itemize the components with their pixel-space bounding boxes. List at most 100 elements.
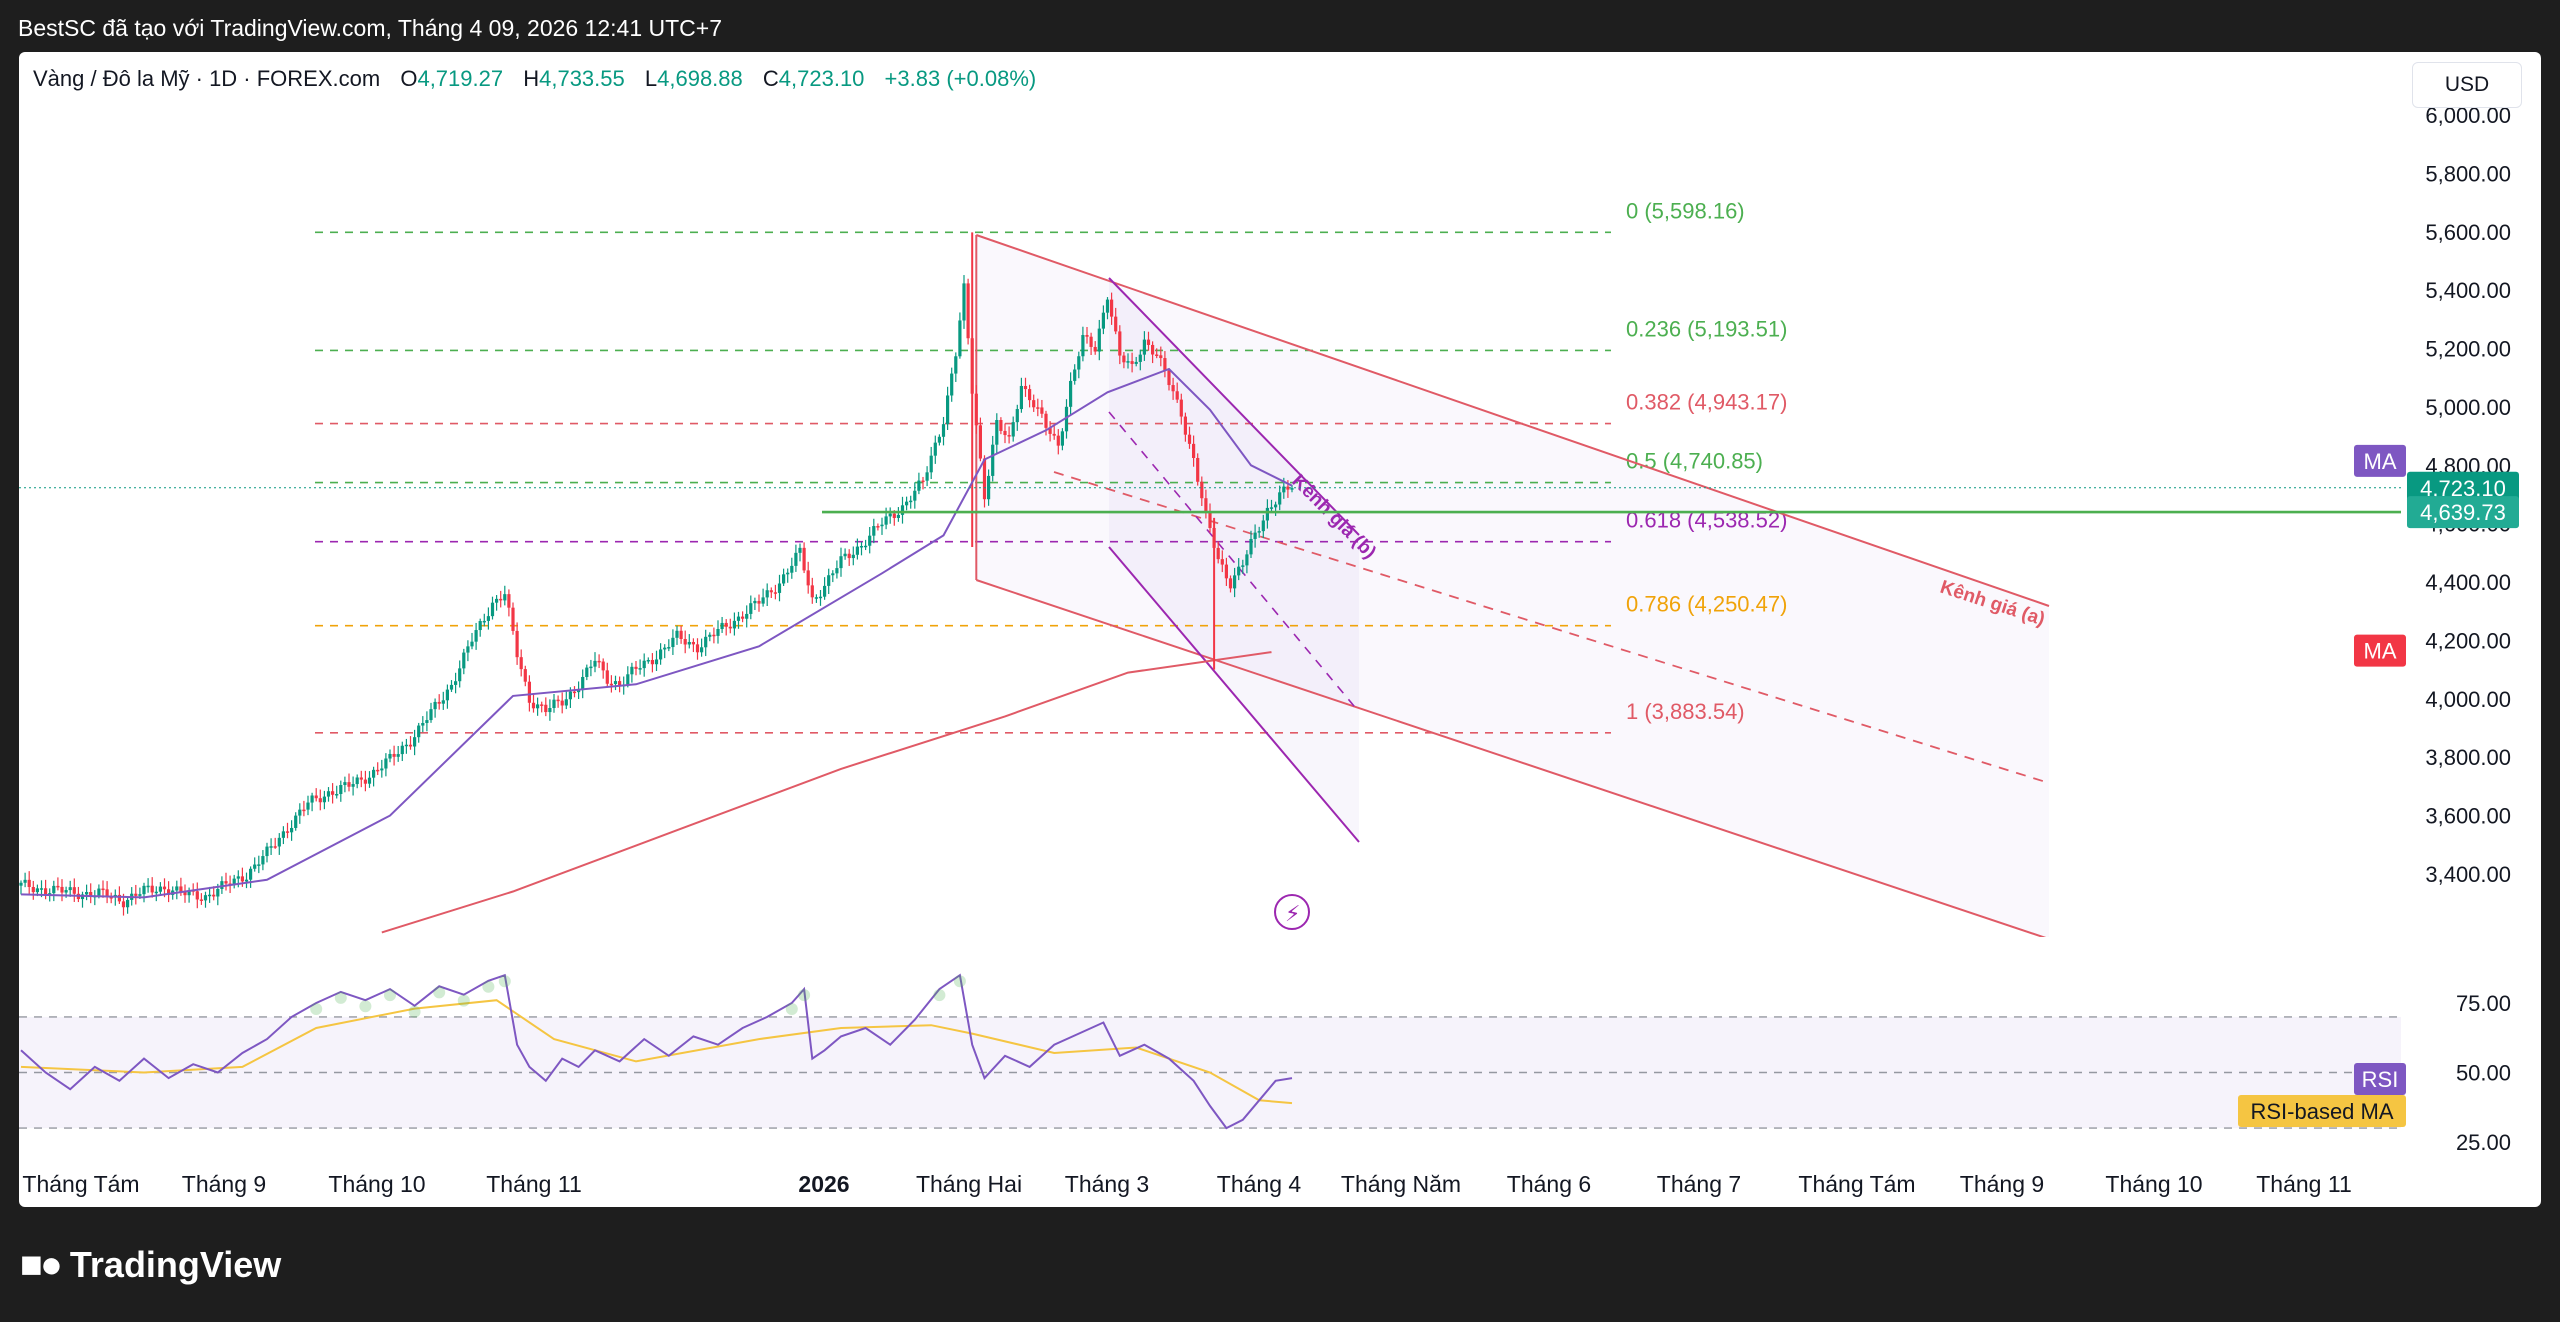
rsi-overbought-mark	[310, 1003, 323, 1015]
candle-body	[294, 815, 298, 828]
candle-body	[818, 596, 823, 599]
channel-b-median	[1108, 411, 1360, 713]
symbol-legend: Vàng / Đô la Mỹ · 1D · FOREX.com O4,719.…	[33, 66, 1036, 92]
candle-body	[1093, 346, 1097, 352]
candle-body	[1228, 578, 1233, 589]
candle-body	[982, 458, 987, 500]
candle-body	[531, 702, 536, 709]
candle-body	[331, 791, 335, 795]
candle-body	[552, 699, 556, 709]
candle-body	[823, 585, 827, 597]
brand-footer: ■● TradingView	[20, 1240, 281, 1290]
candle-body	[261, 856, 265, 865]
candle-body	[363, 779, 367, 784]
candle-body	[847, 553, 851, 559]
candle-body	[384, 758, 388, 769]
candle-body	[782, 574, 786, 584]
candle-body	[35, 888, 39, 893]
candle-body	[441, 700, 445, 704]
candle-body	[281, 831, 285, 838]
price-axis: 6,000.005,800.005,600.005,400.005,200.00…	[2354, 103, 2519, 887]
candle-body	[417, 725, 421, 738]
candle-body	[326, 791, 331, 797]
candle-body	[687, 641, 691, 645]
rsi-tag	[2354, 1063, 2406, 1095]
candle-body	[249, 868, 253, 880]
candle-body	[199, 899, 203, 901]
candle-body	[597, 660, 601, 663]
candle-body	[285, 831, 290, 833]
price-pane: 0 (5,598.16) 0.236 (5,193.51) 0.382 (4,943…	[19, 198, 2401, 937]
candle-body	[1286, 486, 1290, 490]
candle-body	[950, 373, 954, 396]
candle-body	[1048, 427, 1052, 434]
candle-body	[142, 885, 146, 895]
candle-body	[1028, 389, 1032, 401]
candle-body	[44, 888, 48, 895]
candle-body	[572, 691, 577, 694]
candle-body	[146, 885, 150, 888]
candle-body	[380, 768, 384, 771]
rsi-pane	[19, 973, 2401, 1130]
candle-body	[876, 526, 880, 528]
chart-panel[interactable]: 0 (5,598.16) 0.236 (5,193.51) 0.382 (4,943…	[19, 52, 2541, 1207]
candle-body	[195, 891, 199, 900]
candle-body	[806, 570, 810, 586]
candle-body	[298, 809, 302, 816]
candle-body	[244, 879, 249, 882]
candle-body	[466, 646, 470, 653]
rsi-overbought-mark	[798, 989, 811, 1002]
chart-canvas[interactable]: 0 (5,598.16) 0.236 (5,193.51) 0.382 (4,943…	[19, 52, 2541, 1207]
candle-body	[138, 894, 142, 896]
candle-body	[630, 666, 634, 675]
rsi-ma-tag	[2238, 1095, 2406, 1127]
candle-body	[601, 661, 605, 671]
rsi-overbought-mark	[482, 980, 495, 993]
candle-body	[404, 744, 408, 747]
candle-body	[790, 565, 794, 573]
candle-body	[408, 744, 413, 747]
candle-body	[1187, 434, 1192, 444]
candle-body	[1233, 575, 1237, 589]
candle-body	[220, 881, 224, 889]
candle-body	[757, 600, 761, 604]
candle-body	[187, 890, 191, 896]
rsi-tick-label: 25.00	[2456, 1130, 2511, 1155]
candle-body	[663, 647, 667, 650]
candle-body	[1011, 422, 1015, 437]
candle-body	[1163, 358, 1167, 371]
candle-body	[716, 629, 720, 636]
candle-body	[880, 524, 884, 527]
candle-body	[720, 622, 724, 630]
fib-label-0-382: 0.382 (4,943.17)	[1626, 390, 1787, 415]
candle-body	[728, 626, 732, 629]
candle-body	[995, 420, 999, 445]
rsi-ma-line	[20, 999, 1293, 1105]
candle-body	[634, 666, 638, 669]
candle-body	[523, 669, 527, 682]
candle-body	[1167, 370, 1171, 386]
candle-body	[589, 666, 593, 669]
candle-body	[1257, 531, 1261, 533]
candle-body	[470, 641, 474, 647]
candle-body	[786, 572, 790, 575]
candle-body	[1249, 538, 1253, 555]
candle-body	[1253, 532, 1257, 539]
candle-body	[1208, 511, 1212, 528]
candle-body	[150, 885, 154, 893]
candle-body	[671, 637, 675, 648]
candle-body	[1118, 331, 1122, 356]
rsi-overbought-mark	[498, 975, 511, 988]
candle-body	[109, 897, 113, 899]
candle-body	[564, 699, 568, 706]
candle-body	[154, 891, 158, 894]
candle-body	[1134, 361, 1138, 364]
candle-body	[1183, 416, 1187, 435]
channel-a-median	[1053, 471, 2050, 784]
candle-body	[302, 809, 306, 812]
candle-body	[257, 864, 261, 866]
candle-body	[954, 356, 958, 374]
price-tick-label: 5,000.00	[2425, 395, 2511, 420]
currency-button[interactable]: USD	[2412, 62, 2522, 108]
candle-body	[913, 490, 917, 501]
